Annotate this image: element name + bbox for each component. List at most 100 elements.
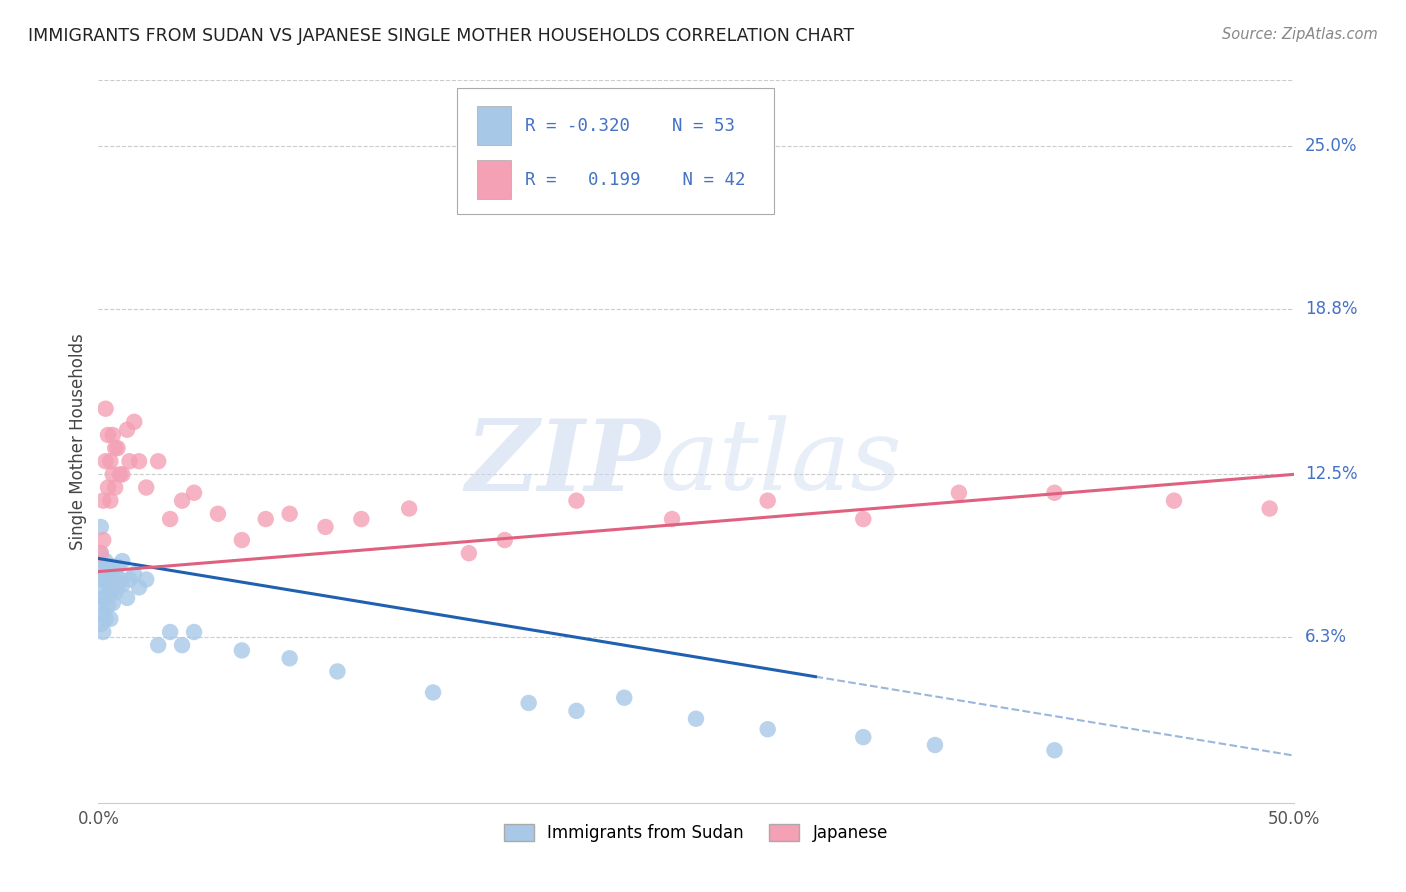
Point: [98, 612, 122, 626]
Point: [231, 533, 253, 547]
Point: [254, 512, 277, 526]
Point: [128, 454, 150, 468]
Point: [613, 690, 636, 705]
Point: [148, 638, 170, 652]
Y-axis label: Single Mother Households: Single Mother Households: [69, 334, 87, 549]
Point: [278, 507, 301, 521]
Point: [104, 481, 127, 495]
Point: [124, 415, 146, 429]
Point: [756, 493, 779, 508]
Text: R = -0.320    N = 53: R = -0.320 N = 53: [524, 117, 735, 135]
Point: [91, 580, 114, 594]
Point: [90, 573, 112, 587]
Point: [1043, 485, 1066, 500]
Point: [107, 559, 129, 574]
Point: [135, 481, 157, 495]
Point: [111, 554, 134, 568]
Point: [924, 738, 946, 752]
Point: [94, 565, 117, 579]
Point: [108, 573, 131, 587]
Point: [94, 591, 117, 605]
Point: [101, 428, 124, 442]
Point: [101, 467, 124, 482]
Point: [183, 485, 205, 500]
Point: [98, 454, 122, 468]
Point: [94, 573, 117, 587]
Point: [91, 565, 114, 579]
Point: [90, 546, 112, 560]
Point: [852, 512, 875, 526]
Point: [128, 580, 150, 594]
Point: [115, 591, 138, 605]
Point: [107, 580, 129, 594]
Text: 12.5%: 12.5%: [1305, 466, 1357, 483]
Point: [97, 481, 120, 495]
Point: [115, 423, 138, 437]
Point: [183, 625, 205, 640]
FancyBboxPatch shape: [477, 105, 510, 145]
Point: [91, 607, 114, 621]
Text: R =   0.199    N = 42: R = 0.199 N = 42: [524, 171, 745, 189]
Point: [90, 617, 112, 632]
Point: [101, 575, 124, 590]
Point: [91, 559, 114, 574]
Point: [104, 565, 127, 579]
Point: [135, 573, 157, 587]
Point: [852, 730, 875, 744]
Point: [517, 696, 540, 710]
Point: [1043, 743, 1066, 757]
Point: [159, 625, 181, 640]
Point: [398, 501, 420, 516]
Point: [90, 520, 112, 534]
Point: [94, 612, 117, 626]
Point: [94, 554, 117, 568]
Text: 25.0%: 25.0%: [1305, 137, 1357, 155]
Point: [1163, 493, 1185, 508]
Point: [104, 441, 127, 455]
Point: [111, 578, 134, 592]
Point: [565, 493, 588, 508]
Point: [661, 512, 683, 526]
Point: [98, 570, 122, 584]
Point: [326, 665, 349, 679]
Point: [148, 454, 170, 468]
Point: [104, 585, 127, 599]
Point: [94, 401, 117, 416]
Text: 18.8%: 18.8%: [1305, 300, 1357, 318]
Point: [494, 533, 516, 547]
Point: [97, 559, 120, 574]
Point: [948, 485, 970, 500]
Point: [231, 643, 253, 657]
Point: [172, 493, 194, 508]
Point: [90, 599, 112, 613]
Point: [98, 493, 122, 508]
Point: [107, 441, 129, 455]
Text: ZIP: ZIP: [465, 415, 661, 511]
Point: [91, 533, 114, 547]
Point: [350, 512, 373, 526]
FancyBboxPatch shape: [477, 160, 510, 200]
Point: [207, 507, 229, 521]
Point: [108, 467, 131, 482]
Point: [278, 651, 301, 665]
Point: [458, 546, 481, 560]
Point: [111, 467, 134, 482]
Point: [97, 428, 120, 442]
Point: [101, 596, 124, 610]
Point: [685, 712, 707, 726]
Point: [97, 578, 120, 592]
Point: [565, 704, 588, 718]
Point: [101, 559, 124, 574]
Point: [90, 546, 112, 560]
Text: Source: ZipAtlas.com: Source: ZipAtlas.com: [1222, 27, 1378, 42]
Legend: Immigrants from Sudan, Japanese: Immigrants from Sudan, Japanese: [498, 817, 894, 848]
Point: [172, 638, 194, 652]
Text: atlas: atlas: [661, 416, 903, 511]
Point: [118, 454, 141, 468]
Point: [98, 585, 122, 599]
Point: [91, 625, 114, 640]
Text: 6.3%: 6.3%: [1305, 628, 1347, 647]
Point: [118, 573, 141, 587]
Point: [315, 520, 337, 534]
Point: [159, 512, 181, 526]
